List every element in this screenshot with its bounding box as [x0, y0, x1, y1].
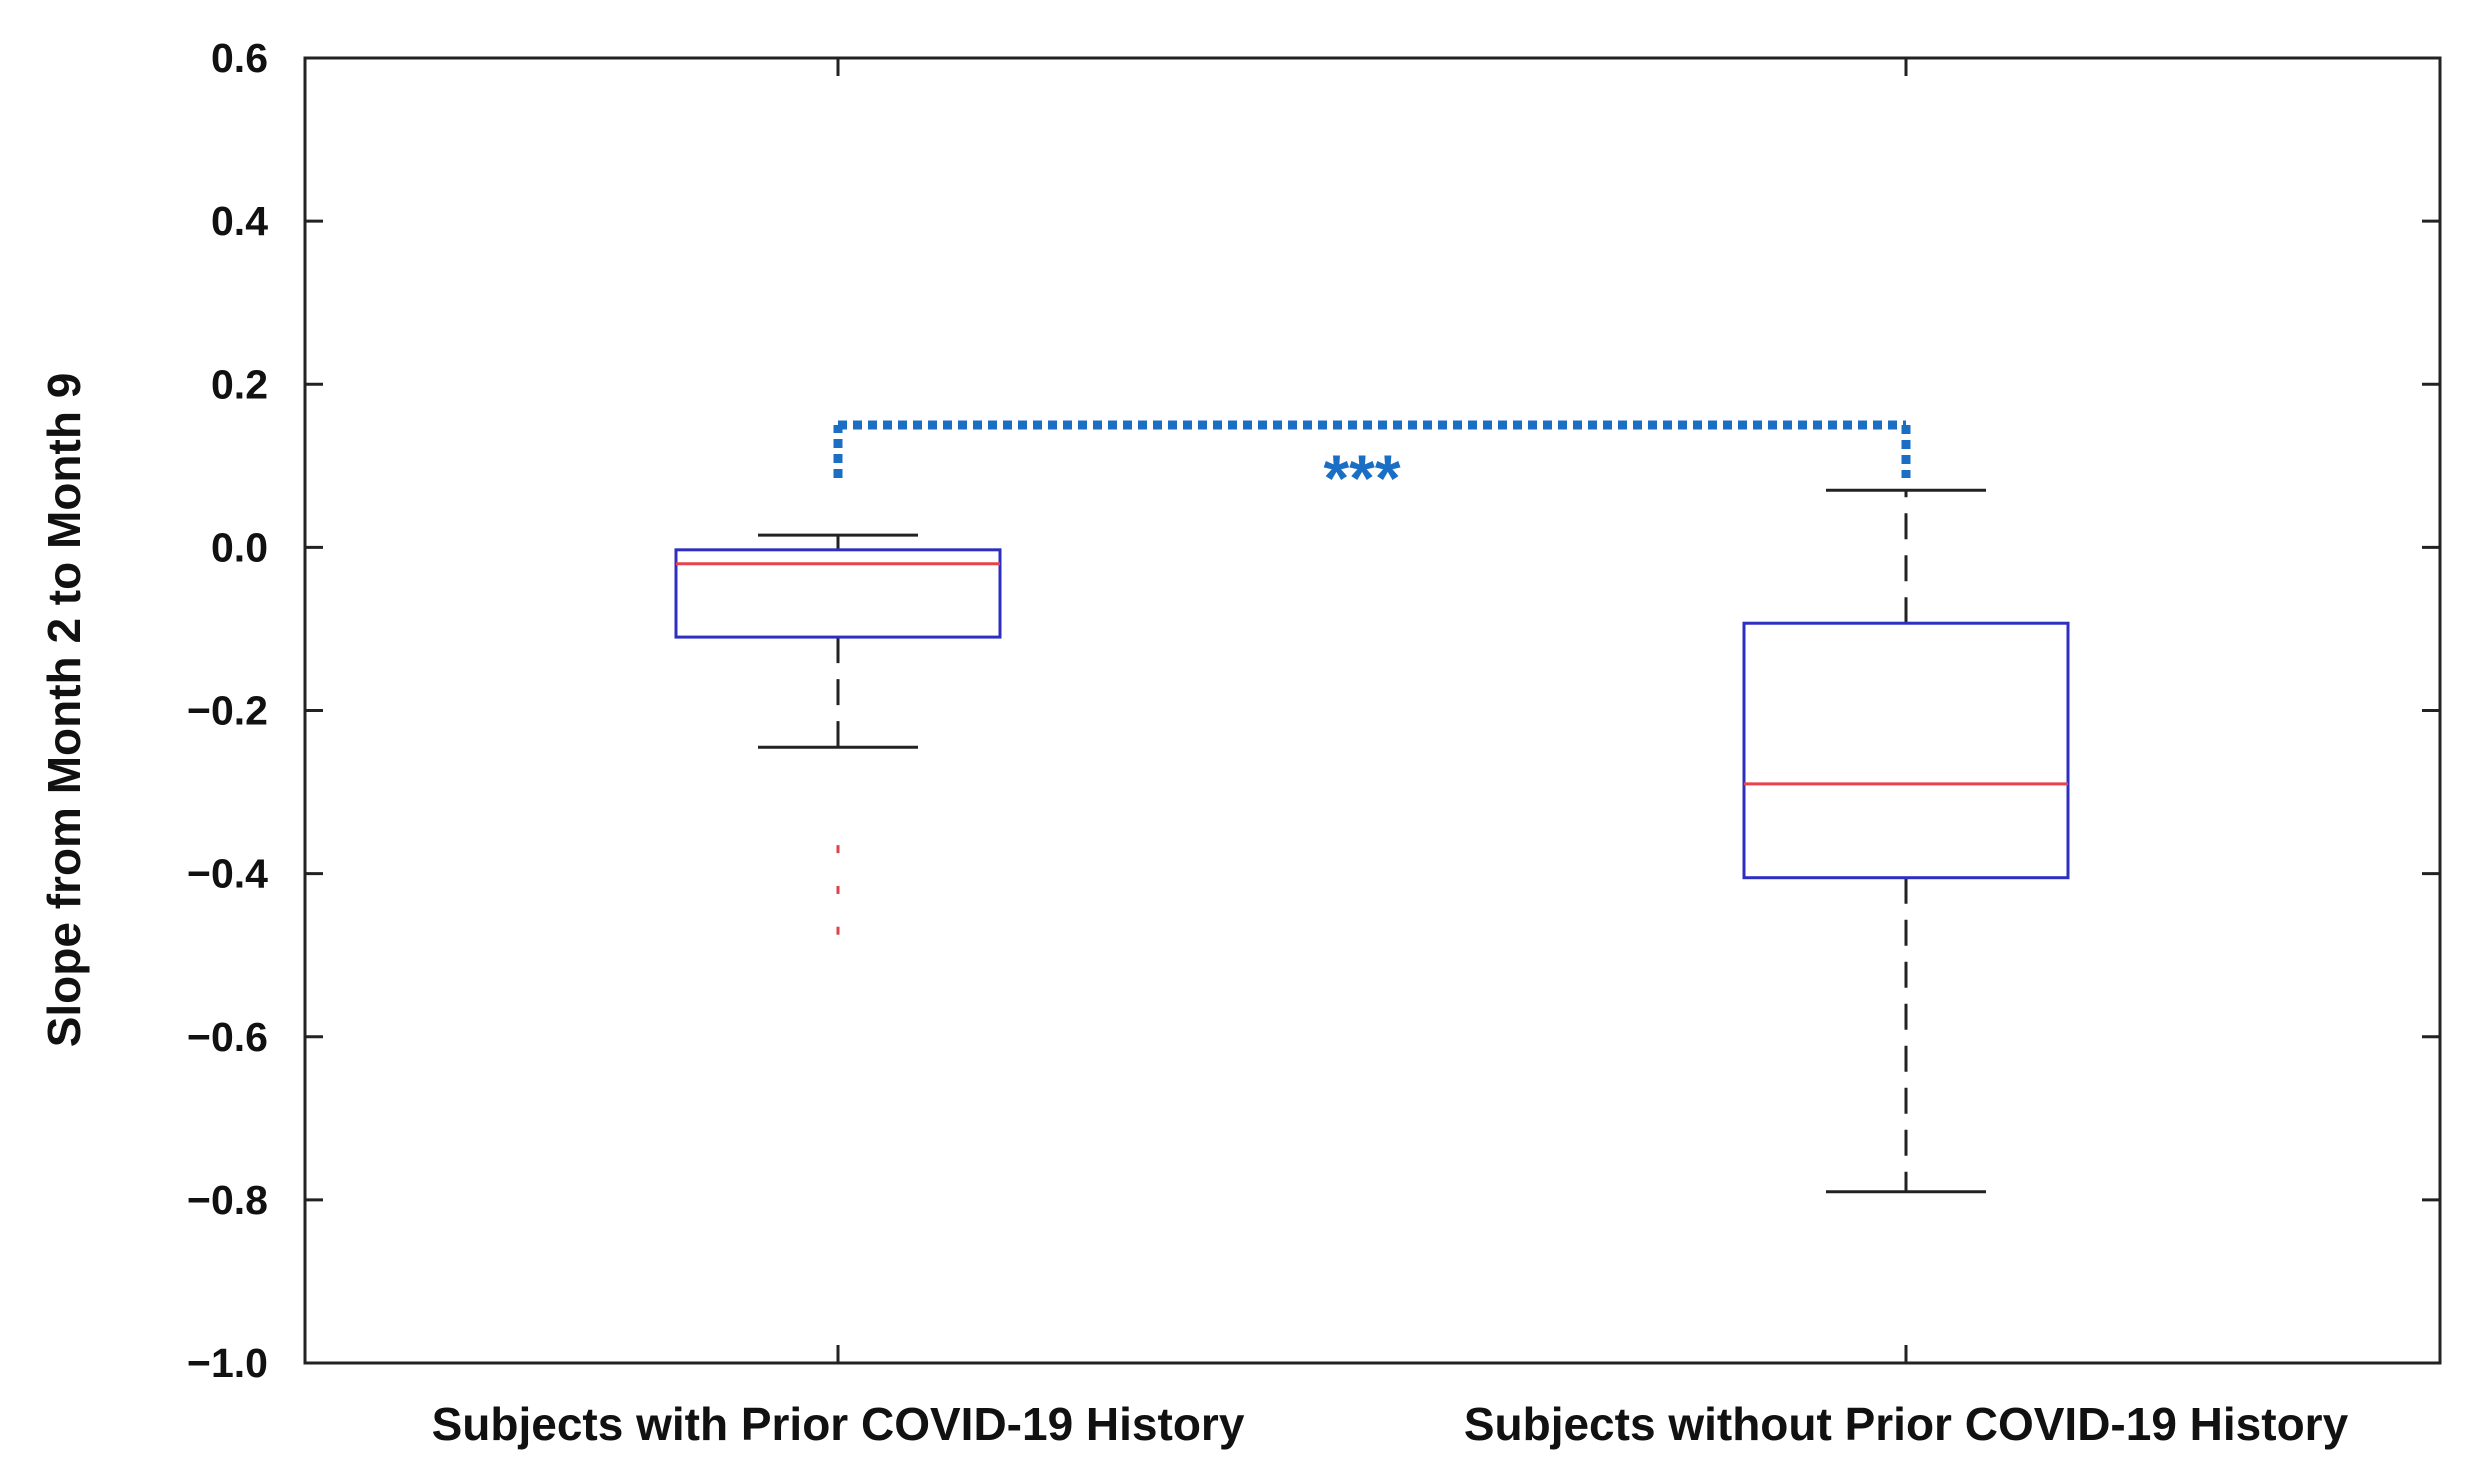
- box-group-1: [674, 533, 1002, 935]
- box-group-2: [1742, 488, 2070, 1194]
- y-tick-label: −0.2: [187, 688, 268, 734]
- plot-area-frame: [303, 56, 2442, 1365]
- y-tick-label: 0.0: [211, 524, 268, 570]
- iqr-box: [1742, 621, 2070, 880]
- boxes-layer: [674, 488, 2070, 1194]
- x-category-label: Subjects without Prior COVID-19 History: [1464, 1398, 2349, 1450]
- y-tick-label: −1.0: [187, 1340, 268, 1386]
- significance-annotation: ***: [833, 420, 1911, 515]
- y-tick-label: 0.6: [211, 35, 268, 81]
- y-tick-label: 0.2: [211, 361, 268, 407]
- y-axis-title: Slope from Month 2 to Month 9: [38, 373, 90, 1048]
- y-tick-label: −0.8: [187, 1177, 268, 1223]
- y-tick-label: −0.4: [187, 851, 268, 897]
- y-axis: 0.6 0.4 0.2 0.0 −0.2 −0.4 −0.6 −0.8 −1.0: [187, 35, 2440, 1386]
- x-axis-labels: Subjects with Prior COVID-19 History Subj…: [432, 1398, 2349, 1450]
- x-category-label: Subjects with Prior COVID-19 History: [432, 1398, 1245, 1450]
- y-tick-label: 0.4: [211, 198, 268, 244]
- significance-label: ***: [1323, 441, 1400, 515]
- y-tick-label: −0.6: [187, 1014, 268, 1060]
